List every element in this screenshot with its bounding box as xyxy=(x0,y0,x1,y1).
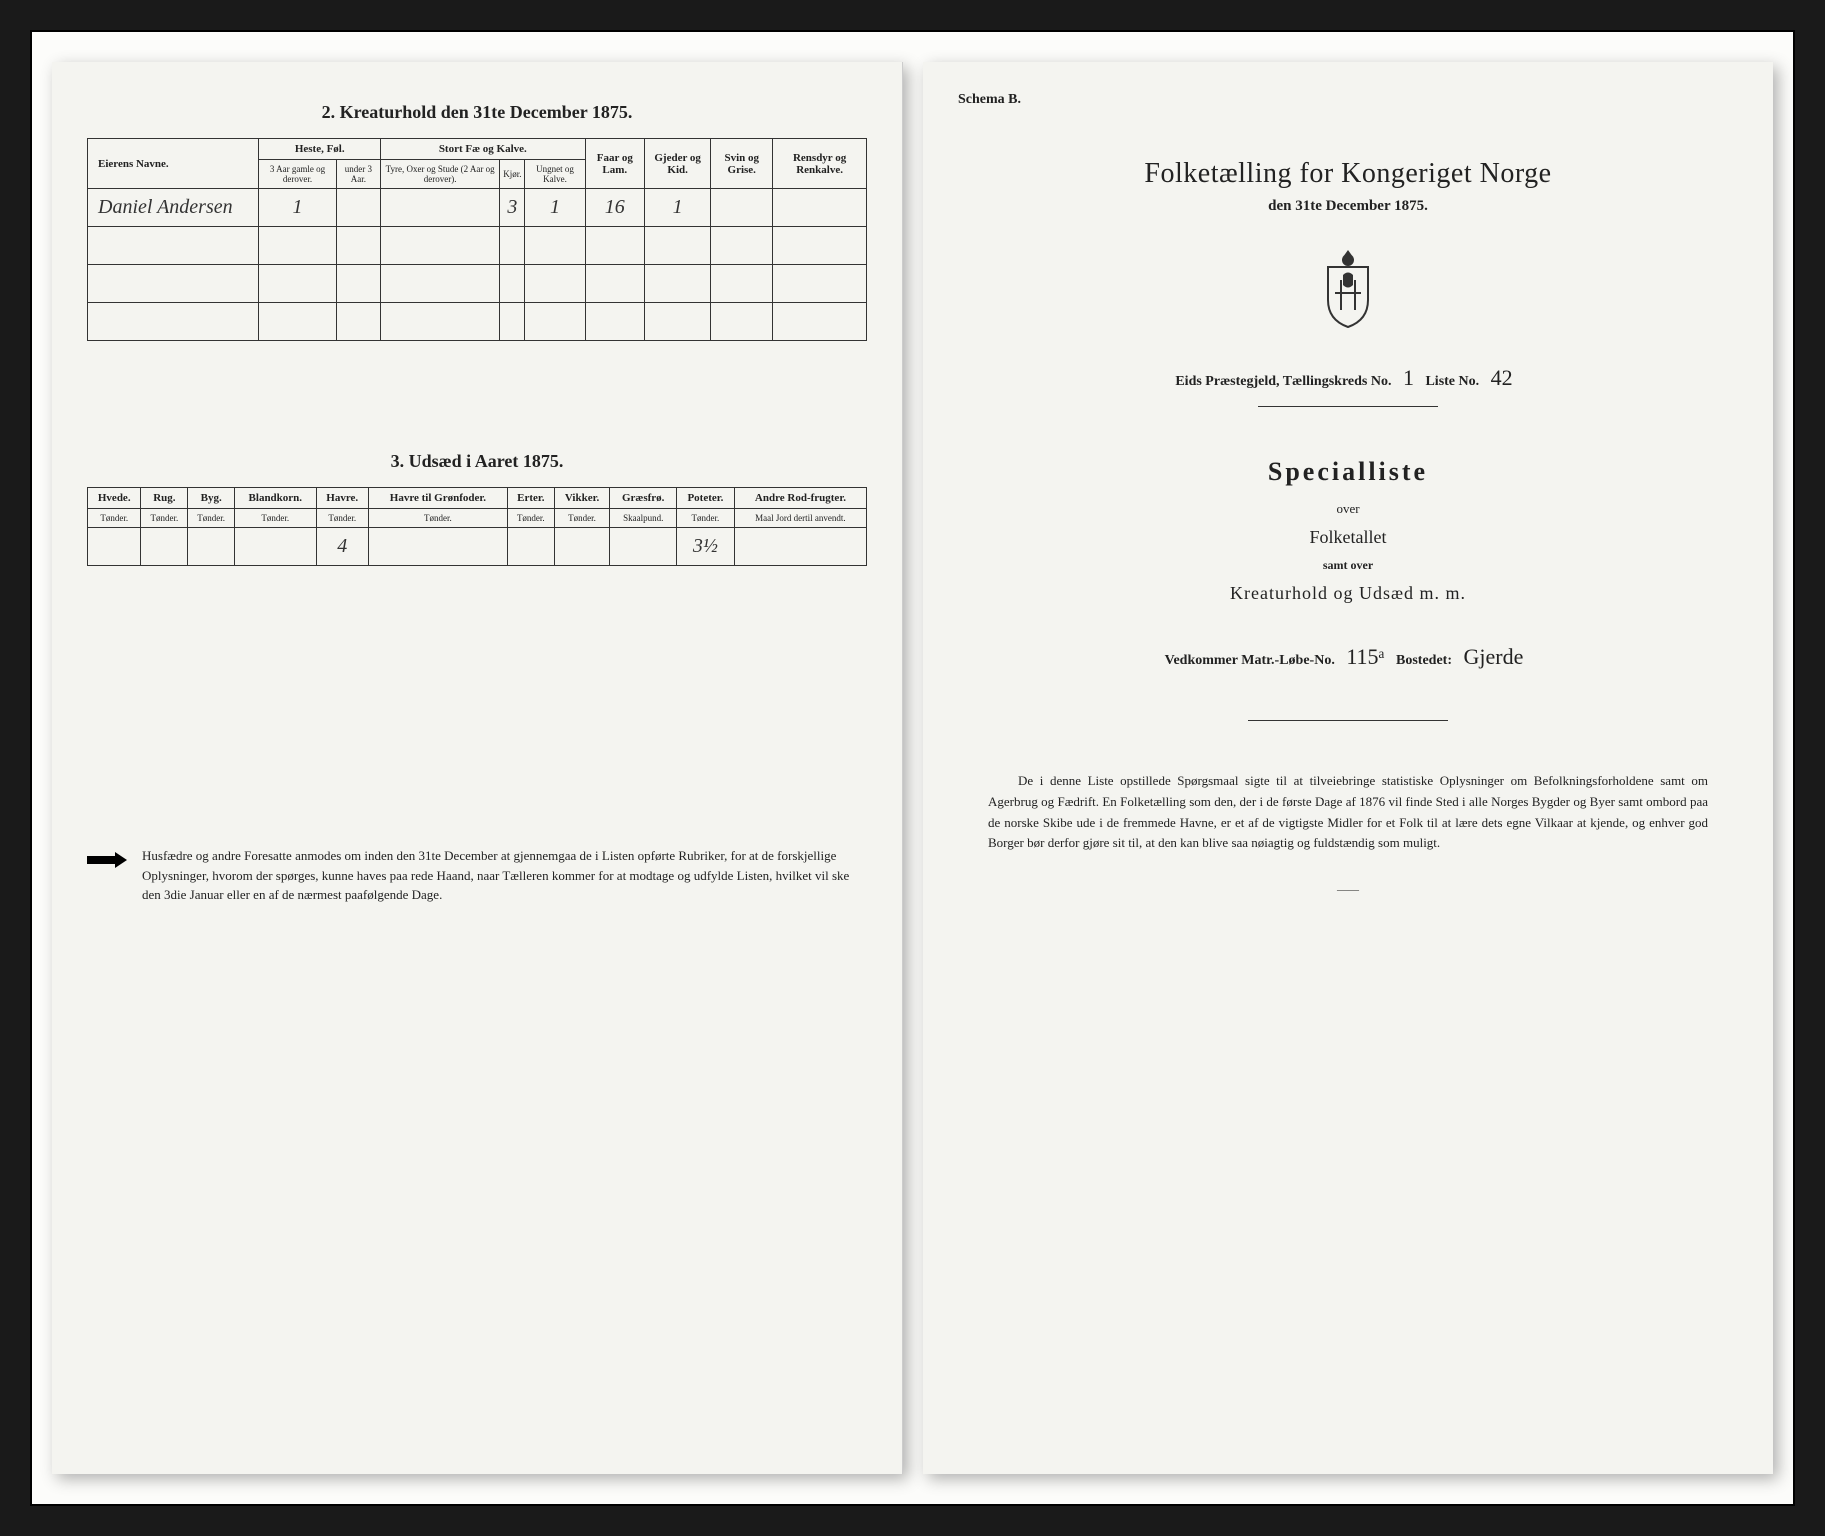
table2-group-header: Eierens Navne. Heste, Føl. Stort Fæ og K… xyxy=(88,139,867,160)
over-label: over xyxy=(958,501,1738,517)
district-number: 1 xyxy=(1403,365,1414,390)
table2-empty-row xyxy=(88,265,867,303)
schema-label: Schema B. xyxy=(958,92,1738,108)
table2-title: 2. Kreaturhold den 31te December 1875. xyxy=(87,102,867,123)
footnote-text: Husfædre og andre Foresatte anmodes om i… xyxy=(142,846,867,905)
coat-of-arms-icon xyxy=(1313,245,1383,335)
liste-number: 42 xyxy=(1491,365,1513,390)
table2-empty-row xyxy=(88,227,867,265)
table2-data-row: Daniel Andersen 1 3 1 16 1 xyxy=(88,189,867,227)
divider xyxy=(1258,406,1438,407)
page-mark: —— xyxy=(958,884,1738,896)
table2-empty-row xyxy=(88,303,867,341)
owner-name: Daniel Andersen xyxy=(88,189,259,227)
bostedet-name: Gjerde xyxy=(1464,644,1524,669)
left-page: 2. Kreaturhold den 31te December 1875. E… xyxy=(52,62,903,1474)
document-scan: 2. Kreaturhold den 31te December 1875. E… xyxy=(30,30,1795,1506)
table3-header: Hvede. Rug. Byg. Blandkorn. Havre. Havre… xyxy=(88,488,867,509)
divider xyxy=(1248,720,1448,721)
right-page: Schema B. Folketælling for Kongeriget No… xyxy=(923,62,1773,1474)
census-date: den 31te December 1875. xyxy=(958,198,1738,215)
table3-sub-header: Tønder. Tønder. Tønder. Tønder. Tønder. … xyxy=(88,509,867,528)
specialliste-title: Specialliste xyxy=(958,457,1738,487)
pointing-hand-icon xyxy=(87,850,127,870)
district-line: Eids Præstegjeld, Tællingskreds No. 1 Li… xyxy=(958,365,1738,391)
body-paragraph: De i denne Liste opstillede Spørgsmaal s… xyxy=(958,771,1738,854)
table3: Hvede. Rug. Byg. Blandkorn. Havre. Havre… xyxy=(87,487,867,566)
folketallet-heading: Folketallet xyxy=(958,527,1738,548)
samt-label: samt over xyxy=(958,558,1738,573)
matr-number: 115ᵃ xyxy=(1346,644,1384,669)
table2: Eierens Navne. Heste, Føl. Stort Fæ og K… xyxy=(87,138,867,341)
table3-title: 3. Udsæd i Aaret 1875. xyxy=(87,451,867,472)
table3-data-row: 4 3½ xyxy=(88,528,867,566)
footnote: Husfædre og andre Foresatte anmodes om i… xyxy=(87,846,867,905)
vedkommer-line: Vedkommer Matr.-Løbe-No. 115ᵃ Bostedet: … xyxy=(958,644,1738,670)
main-title: Folketælling for Kongeriget Norge xyxy=(958,158,1738,190)
kreatur-heading: Kreaturhold og Udsæd m. m. xyxy=(958,583,1738,604)
